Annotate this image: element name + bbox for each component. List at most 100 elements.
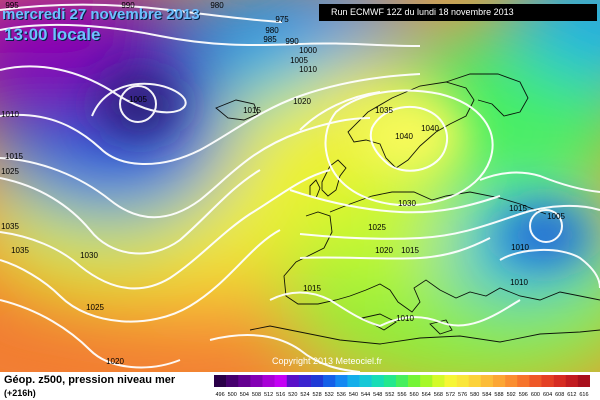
legend-swatch xyxy=(274,375,288,387)
legend-swatch xyxy=(383,375,397,387)
legend-tick-label: 600 xyxy=(531,392,540,398)
legend-swatch xyxy=(420,375,433,387)
legend-tick-label: 540 xyxy=(349,392,358,398)
color-scale-legend: 496 500 504 508 512 516 520 524 528 532 536 540 544 5… xyxy=(214,375,590,398)
legend-swatch xyxy=(359,375,372,387)
lead-time-label: (+216h) xyxy=(4,388,36,398)
isobar-label: 1020 xyxy=(293,97,311,106)
isobar-label: 1010 xyxy=(511,243,529,252)
legend-tick-label: 560 xyxy=(410,392,419,398)
legend-swatch xyxy=(529,375,542,387)
isobar-label: 1040 xyxy=(421,124,439,133)
legend-tick-label: 504 xyxy=(240,392,249,398)
legend-swatch xyxy=(323,375,336,387)
isobar-label: 1015 xyxy=(509,204,527,213)
isobar-label: 1030 xyxy=(80,251,98,260)
legend-tick-label: 588 xyxy=(494,392,503,398)
isobar-label: 990 xyxy=(285,37,299,46)
legend-swatch xyxy=(311,375,324,387)
legend-tick-label: 496 xyxy=(215,392,224,398)
legend-tick-label: 556 xyxy=(397,392,406,398)
legend-swatch xyxy=(517,375,530,387)
model-run-label: Run ECMWF 12Z du lundi 18 novembre 2013 xyxy=(319,4,597,21)
legend-tick-label: 580 xyxy=(470,392,479,398)
legend-swatch xyxy=(347,375,360,387)
isobar-label: 1010 xyxy=(1,110,19,119)
isobar-label: 1000 xyxy=(299,46,317,55)
isobar-label: 1035 xyxy=(375,106,393,115)
forecast-date: mercredi 27 novembre 2013 xyxy=(2,6,200,23)
isobar-label: 1015 xyxy=(5,152,23,161)
legend-swatch xyxy=(335,375,348,387)
legend-tick-label: 572 xyxy=(446,392,455,398)
isobar-label: 980 xyxy=(210,1,224,10)
isobar-label: 1020 xyxy=(375,246,393,255)
legend-swatch xyxy=(565,375,579,387)
legend-tick-label: 596 xyxy=(519,392,528,398)
isobar-label: 975 xyxy=(275,15,289,24)
legend-tick-label: 508 xyxy=(252,392,261,398)
isobar-label: 995 xyxy=(5,1,19,10)
isobar-label: 990 xyxy=(121,1,135,10)
legend-tick-label: 616 xyxy=(579,392,588,398)
isobar-label: 1005 xyxy=(547,212,565,221)
legend-swatch xyxy=(553,375,567,387)
isobar-label: 985 xyxy=(263,35,277,44)
legend-swatch xyxy=(226,375,239,387)
isobar-label: 1025 xyxy=(86,303,104,312)
legend-swatch xyxy=(250,375,263,387)
legend-tick-label: 564 xyxy=(422,392,431,398)
legend-swatch xyxy=(492,375,506,387)
legend-swatch xyxy=(432,375,445,387)
legend-tick-label: 568 xyxy=(434,392,443,398)
isobar-label: 1025 xyxy=(368,223,386,232)
legend-swatch xyxy=(298,375,312,387)
legend-tick-label: 524 xyxy=(300,392,309,398)
legend-swatch xyxy=(480,375,494,387)
legend-swatch xyxy=(395,375,409,387)
isobar-label: 1015 xyxy=(401,246,419,255)
legend-swatch xyxy=(262,375,275,387)
legend-tick-label: 576 xyxy=(458,392,467,398)
legend-swatch xyxy=(286,375,300,387)
legend-swatch xyxy=(371,375,385,387)
isobar-label: 1040 xyxy=(395,132,413,141)
parameter-label: Géop. z500, pression niveau mer xyxy=(4,374,176,386)
legend-tick-label: 520 xyxy=(288,392,297,398)
isobar-label: 1015 xyxy=(243,106,261,115)
legend-swatch xyxy=(238,375,251,387)
legend-tick-label: 604 xyxy=(543,392,552,398)
isobar-label: 1035 xyxy=(11,246,29,255)
isobar-label: 1010 xyxy=(396,314,414,323)
coastlines xyxy=(215,73,600,345)
legend-swatch xyxy=(541,375,554,387)
legend-tick-label: 528 xyxy=(313,392,322,398)
legend-swatch xyxy=(577,375,590,387)
legend-tick-label: 612 xyxy=(567,392,576,398)
isobar-label: 1010 xyxy=(510,278,528,287)
isobar-label: 1025 xyxy=(1,167,19,176)
isobar-label: 1020 xyxy=(106,357,124,366)
legend-swatch xyxy=(444,375,457,387)
legend-swatch xyxy=(408,375,421,387)
isobar-label: 1015 xyxy=(303,284,321,293)
legend-swatch xyxy=(468,375,482,387)
legend-tick-label: 584 xyxy=(482,392,491,398)
legend-tick-label: 592 xyxy=(507,392,516,398)
legend-tick-label: 548 xyxy=(373,392,382,398)
legend-tick-label: 516 xyxy=(276,392,285,398)
isobar-label: 1010 xyxy=(299,65,317,74)
legend-tick-label: 544 xyxy=(361,392,370,398)
isobar-label: 1035 xyxy=(1,222,19,231)
legend-swatch xyxy=(505,375,518,387)
legend-tick-label: 536 xyxy=(337,392,346,398)
legend-tick-label: 608 xyxy=(555,392,564,398)
legend-tick-label: 532 xyxy=(325,392,334,398)
legend-tick-label: 500 xyxy=(228,392,237,398)
legend-tick-label: 552 xyxy=(385,392,394,398)
legend-swatch xyxy=(214,375,227,387)
isobar-lines xyxy=(0,3,600,372)
